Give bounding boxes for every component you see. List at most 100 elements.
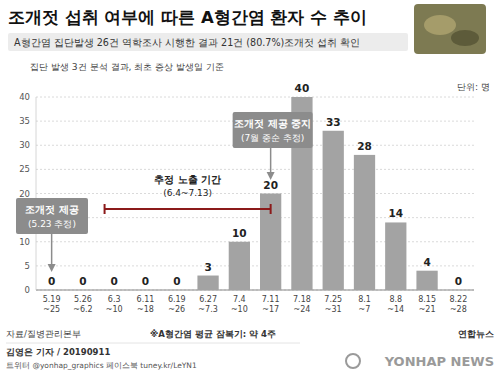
x-tick-label-line: 6.19: [168, 295, 186, 304]
x-tick-label: 7.11~17: [262, 295, 280, 314]
y-tick-label: 10: [19, 237, 30, 247]
x-tick-label: 5.26~6.2: [73, 295, 92, 314]
source: 자료/질병관리본부: [6, 329, 81, 339]
x-tick-label-line: ~6.2: [73, 305, 92, 314]
credit: 김영은 기자 / 20190911: [6, 347, 110, 357]
x-axis-line: [36, 290, 474, 291]
bar: [135, 290, 156, 291]
photo-detail: [451, 30, 479, 46]
data-label: 3: [204, 261, 211, 273]
title: 조개젓 섭취 여부에 따른 A형간염 환자 수 추이: [8, 8, 367, 27]
y-tick-label: 0: [25, 285, 30, 295]
data-label: 0: [455, 275, 462, 287]
x-tick-label-line: ~7: [359, 305, 371, 314]
data-label: 28: [357, 140, 372, 152]
x-tick-label: 6.27~7.3: [198, 295, 217, 314]
x-tick-label-line: ~21: [419, 305, 436, 314]
x-tick-label: 6.19~26: [168, 295, 186, 314]
x-tick-label-line: ~24: [293, 305, 310, 314]
y-tick-label: 30: [19, 140, 30, 150]
subtitle: A형간염 집단발생 26건 역학조사 시행한 결과 21건 (80.7%)조개젓…: [14, 37, 360, 48]
watermark-icon: [346, 354, 360, 368]
x-tick-label-line: ~28: [450, 305, 467, 314]
annotation-title: 조개젓 제공: [25, 204, 78, 215]
watermark: YONHAP NEWS: [384, 354, 494, 369]
chart-root: 조개젓 섭취 여부에 따른 A형간염 환자 수 추이 A형간염 집단발생 26건 …: [0, 0, 500, 376]
photo-detail: [424, 15, 456, 35]
x-tick-label-line: ~7.3: [198, 305, 217, 314]
y-tick-label: 35: [19, 116, 30, 126]
x-tick-label: 7.4~10: [231, 295, 248, 314]
bar: [323, 131, 344, 290]
annotation-title: 조개젓 제공 중지: [234, 118, 311, 129]
exposure-cap: [104, 204, 106, 214]
bars: [197, 97, 437, 290]
exposure-line: [105, 208, 271, 210]
x-tick-label-line: ~18: [137, 305, 154, 314]
unit-label: 단위: 명: [457, 81, 490, 92]
social: 트위터 @yonhap_graphics 페이스북 tuney.kr/LeYN1: [6, 361, 197, 370]
y-tick-label: 5: [25, 261, 30, 271]
bar: [166, 290, 187, 291]
annotation-arrow: [270, 148, 272, 174]
x-tick-label: 8.15~21: [418, 295, 436, 314]
annotation-detail: (7월 중순 추정): [241, 133, 304, 143]
x-tick-label-line: 8.8: [389, 295, 402, 304]
data-label: 20: [263, 179, 278, 191]
logo: 연합뉴스: [458, 329, 494, 339]
annotation-box: [16, 198, 88, 234]
bar: [41, 290, 62, 291]
grid-line: [36, 265, 474, 266]
x-tick-label: 8.22~28: [449, 295, 467, 314]
x-tick-label-line: ~10: [106, 305, 123, 314]
y-tick-label: 40: [19, 92, 30, 102]
y-tick-label: 20: [19, 189, 30, 199]
x-tick-label-line: ~25: [43, 305, 60, 314]
x-tick-label: 7.25~31: [324, 295, 342, 314]
annotation-arrow: [51, 234, 53, 266]
annotation-box: [233, 112, 313, 148]
x-tick-label-line: ~26: [168, 305, 185, 314]
x-tick-label-line: 5.19: [43, 295, 61, 304]
x-tick-label-line: 7.25: [324, 295, 342, 304]
bar: [385, 222, 406, 290]
x-tick-label-line: 7.18: [293, 295, 311, 304]
annotation-detail: (6.4~7.13): [163, 188, 212, 198]
data-label: 10: [232, 227, 247, 239]
data-label: 33: [326, 116, 341, 128]
annotation-arrowhead: [267, 172, 275, 180]
chart-svg: 조개젓 섭취 여부에 따른 A형간염 환자 수 추이 A형간염 집단발생 26건 …: [0, 0, 500, 376]
grid-line: [36, 97, 474, 98]
y-axis-line: [36, 97, 37, 290]
x-tick-label-line: 6.11: [137, 295, 155, 304]
annotation-title: 추정 노출 기간: [154, 174, 221, 185]
data-label: 0: [173, 275, 180, 287]
x-tick-label: 6.3~10: [106, 295, 123, 314]
x-tick-label: 8.1~7: [358, 295, 371, 314]
exposure-cap: [270, 204, 272, 214]
y-tick-label: 25: [19, 164, 30, 174]
x-tick-label-line: 7.4: [233, 295, 246, 304]
footnote: ※A형간염 평균 잠복기: 약 4주: [150, 329, 276, 339]
background: [0, 0, 500, 376]
grid-line: [36, 290, 474, 291]
x-tick-label-line: ~17: [262, 305, 279, 314]
data-label: 14: [388, 207, 403, 219]
annotation-arrowhead: [48, 264, 56, 272]
x-tick-label-line: 6.3: [108, 295, 121, 304]
data-label: 0: [142, 275, 149, 287]
x-tick-label-line: 8.1: [358, 295, 371, 304]
note: 집단 발생 3건 분석 결과, 최초 증상 발생일 기준: [30, 61, 224, 72]
data-label: 0: [111, 275, 118, 287]
bar: [354, 155, 375, 290]
x-tick-label-line: 7.11: [262, 295, 280, 304]
footer-divider: [6, 343, 300, 344]
x-tick-label-line: 5.26: [74, 295, 92, 304]
grid-line: [36, 193, 474, 194]
x-tick-label-line: ~14: [387, 305, 404, 314]
data-label: 4: [423, 256, 430, 268]
bar: [104, 290, 125, 291]
x-tick-label: 5.19~25: [43, 295, 61, 314]
grid-line: [36, 169, 474, 170]
photo: [414, 4, 486, 54]
